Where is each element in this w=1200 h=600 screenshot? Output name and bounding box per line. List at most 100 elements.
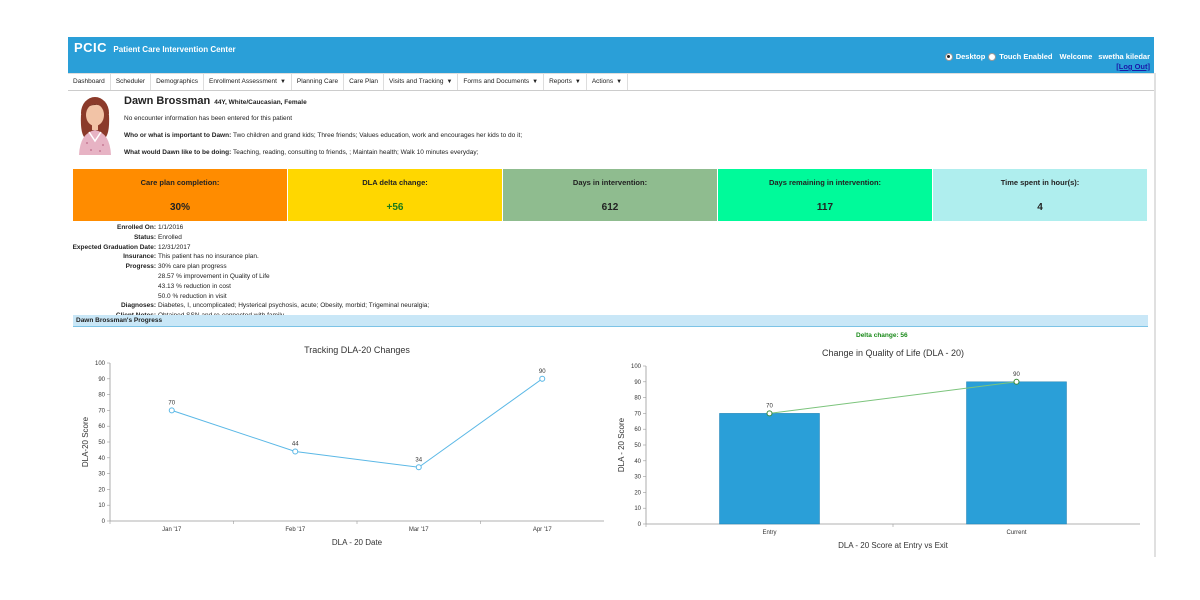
logo[interactable]: PCIC Patient Care Intervention Center bbox=[74, 40, 236, 55]
detail-label bbox=[68, 272, 158, 282]
app-window: PCIC Patient Care Intervention Center De… bbox=[68, 37, 1154, 557]
detail-value: 30% care plan progress bbox=[158, 263, 227, 271]
y-tick-label: 70 bbox=[98, 408, 105, 414]
y-tick-label: 40 bbox=[634, 459, 641, 465]
data-point bbox=[1013, 378, 1020, 385]
progress-section-header: Dawn Brossman's Progress bbox=[73, 315, 1148, 327]
x-axis-label: DLA - 20 Date bbox=[332, 538, 383, 547]
chart-title: Tracking DLA-20 Changes bbox=[304, 345, 410, 355]
encounter-info: No encounter information has been entere… bbox=[124, 115, 293, 122]
y-tick-label: 100 bbox=[95, 361, 106, 367]
y-axis-label: DLA-20 Score bbox=[81, 416, 90, 467]
nav-item-dashboard[interactable]: Dashboard bbox=[68, 74, 111, 90]
detail-value: 50.0 % reduction in visit bbox=[158, 292, 227, 300]
nav-item-enrollment-assessment[interactable]: Enrollment Assessment ▼ bbox=[204, 74, 292, 90]
top-right-controls: Desktop Touch Enabled Welcome swetha kil… bbox=[944, 52, 1150, 61]
data-point bbox=[539, 375, 546, 382]
page-scrollbar[interactable] bbox=[1154, 73, 1156, 557]
series-line bbox=[171, 378, 543, 468]
nav-item-planning-care[interactable]: Planning Care bbox=[292, 74, 345, 90]
caret-down-icon: ▼ bbox=[532, 79, 539, 85]
logout-link[interactable]: [Log Out] bbox=[1116, 62, 1150, 71]
patient-demographics: 44Y, White/Caucasian, Female bbox=[214, 99, 307, 106]
x-tick-label: Jan '17 bbox=[162, 527, 182, 533]
like-line: What would Dawn like to be doing: Teachi… bbox=[124, 149, 478, 156]
nav-item-visits-and-tracking[interactable]: Visits and Tracking ▼ bbox=[384, 74, 459, 90]
detail-label: Progress: bbox=[125, 263, 156, 271]
nav-item-label: Actions bbox=[591, 78, 614, 85]
nav-item-demographics[interactable]: Demographics bbox=[151, 74, 205, 90]
y-tick-label: 90 bbox=[98, 377, 105, 383]
detail-row: Enrolled On: 1/1/2016 bbox=[68, 223, 429, 233]
data-point bbox=[766, 410, 773, 417]
data-label: 90 bbox=[1013, 372, 1020, 378]
dla-tracking-line-chart: Tracking DLA-20 Changes 0 10 20 30 40 50 60 70 80… bbox=[81, 345, 604, 547]
detail-label: Status: bbox=[133, 233, 156, 241]
metrics-strip: Care plan completion: 30% DLA delta change… bbox=[73, 169, 1148, 221]
important-value: Two children and grand kids; Three frien… bbox=[232, 132, 523, 139]
caret-down-icon: ▼ bbox=[279, 79, 286, 85]
nav-item-label: Scheduler bbox=[115, 78, 146, 85]
y-tick-label: 0 bbox=[638, 522, 642, 528]
y-tick-label: 30 bbox=[634, 475, 641, 481]
x-tick-label: Mar '17 bbox=[409, 527, 429, 533]
nav-item-label: Forms and Documents bbox=[463, 78, 530, 85]
x-tick-label: Current bbox=[1006, 530, 1026, 536]
nav-item-scheduler[interactable]: Scheduler bbox=[111, 74, 152, 90]
metric-tile: DLA delta change: +56 bbox=[288, 169, 503, 221]
nav-item-reports[interactable]: Reports ▼ bbox=[544, 74, 587, 90]
detail-value: 12/31/2017 bbox=[158, 243, 191, 251]
nav-item-care-plan[interactable]: Care Plan bbox=[344, 74, 384, 90]
nav-item-label: Dashboard bbox=[73, 78, 105, 85]
metric-value: 4 bbox=[1037, 202, 1043, 213]
logo-text: PCIC bbox=[74, 40, 108, 55]
data-point bbox=[292, 448, 299, 455]
y-tick-label: 80 bbox=[634, 396, 641, 402]
detail-row: 50.0 % reduction in visit bbox=[68, 292, 429, 302]
data-point bbox=[168, 407, 175, 414]
data-label: 44 bbox=[292, 441, 299, 447]
y-tick-label: 10 bbox=[634, 506, 641, 512]
detail-row: Diagnoses: Diabetes, I, uncomplicated; Hy… bbox=[68, 301, 429, 311]
nav-item-actions[interactable]: Actions ▼ bbox=[587, 74, 629, 90]
data-label: 34 bbox=[415, 457, 422, 463]
detail-label bbox=[68, 282, 158, 292]
detail-value: 28.57 % improvement in Quality of Life bbox=[158, 272, 270, 280]
desktop-radio[interactable] bbox=[944, 52, 953, 61]
y-tick-label: 70 bbox=[634, 411, 641, 417]
metric-tile: Days in intervention: 612 bbox=[503, 169, 718, 221]
y-tick-label: 50 bbox=[634, 443, 641, 449]
detail-row: Status: Enrolled bbox=[68, 233, 429, 243]
detail-row: Progress: 30% care plan progress bbox=[68, 262, 429, 272]
data-point bbox=[415, 464, 422, 471]
nav-item-label: Care Plan bbox=[349, 78, 378, 85]
y-tick-label: 10 bbox=[98, 503, 105, 509]
username: swetha kiledar bbox=[1098, 52, 1150, 61]
y-tick-label: 80 bbox=[98, 393, 105, 399]
like-value: Teaching, reading, consulting to friends… bbox=[232, 149, 479, 156]
detail-value: 43.13 % reduction in cost bbox=[158, 282, 231, 290]
detail-row: Insurance: This patient has no insurance … bbox=[68, 252, 429, 262]
y-tick-label: 0 bbox=[102, 519, 106, 525]
detail-label: Enrolled On: bbox=[117, 224, 156, 231]
y-tick-label: 90 bbox=[634, 380, 641, 386]
y-tick-label: 100 bbox=[631, 364, 642, 370]
metric-tile: Days remaining in intervention: 117 bbox=[718, 169, 933, 221]
metric-label: DLA delta change: bbox=[362, 178, 428, 187]
detail-value: This patient has no insurance plan. bbox=[158, 253, 259, 261]
bar bbox=[966, 381, 1067, 525]
enrollment-details: Enrolled On: 1/1/2016 Status: Enrolled Expec… bbox=[68, 223, 430, 321]
detail-label bbox=[68, 292, 158, 302]
y-tick-label: 40 bbox=[98, 456, 105, 462]
desktop-label: Desktop bbox=[955, 52, 986, 61]
touch-radio[interactable] bbox=[988, 52, 997, 61]
metric-label: Time spent in hour(s): bbox=[1000, 178, 1080, 187]
app-title: Patient Care Intervention Center bbox=[113, 45, 236, 54]
x-axis-label: DLA - 20 Score at Entry vs Exit bbox=[838, 541, 949, 550]
detail-label: Diagnoses: bbox=[120, 302, 156, 310]
nav-item-forms-and-documents[interactable]: Forms and Documents ▼ bbox=[458, 74, 545, 90]
nav-item-label: Demographics bbox=[156, 78, 199, 85]
detail-row: 43.13 % reduction in cost bbox=[68, 282, 429, 292]
data-label: 70 bbox=[766, 403, 773, 409]
metric-value: +56 bbox=[386, 202, 404, 213]
